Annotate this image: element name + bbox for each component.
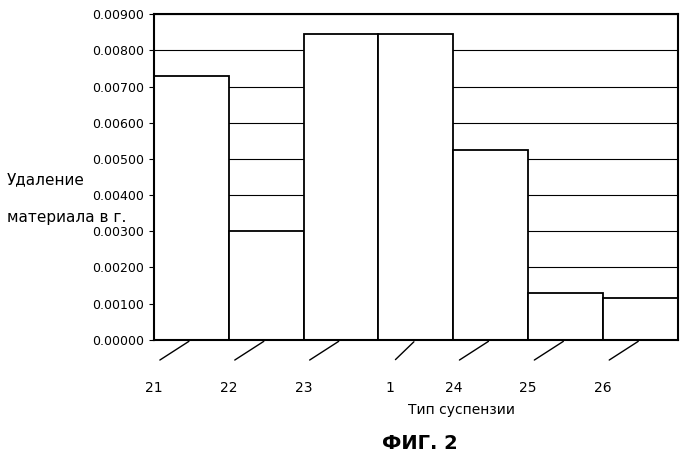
Text: материала в г.: материала в г. [7, 210, 127, 225]
Bar [454, 150, 528, 340]
Text: 26: 26 [594, 381, 612, 396]
Bar [378, 34, 454, 340]
Bar [528, 293, 603, 340]
Text: 1: 1 [385, 381, 394, 396]
Bar [603, 298, 678, 340]
Text: Тип суспензии: Тип суспензии [408, 403, 515, 417]
Text: 22: 22 [220, 381, 238, 396]
Text: ФИГ. 2: ФИГ. 2 [382, 434, 457, 453]
Text: 23: 23 [295, 381, 312, 396]
Bar [154, 76, 229, 340]
Text: 21: 21 [145, 381, 163, 396]
Bar [303, 34, 378, 340]
Text: 24: 24 [445, 381, 462, 396]
Bar [229, 231, 303, 340]
Text: Удаление: Удаление [7, 172, 85, 187]
Text: 25: 25 [519, 381, 537, 396]
